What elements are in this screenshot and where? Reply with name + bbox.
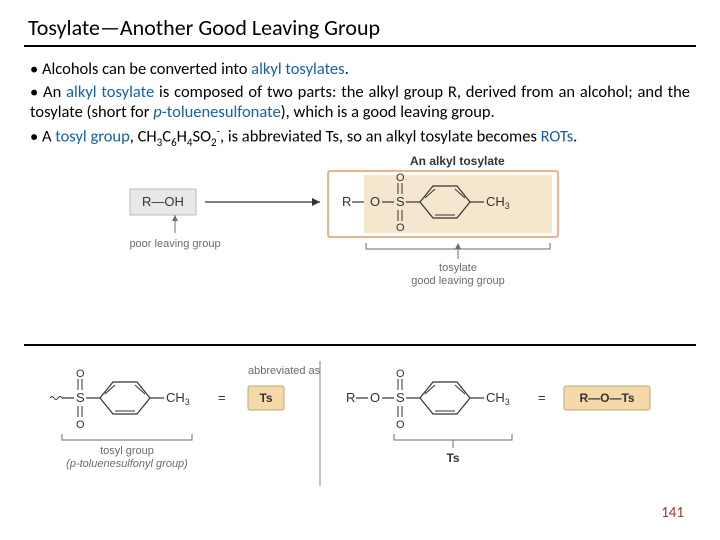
abbrev-label: abbreviated as	[248, 365, 321, 377]
bullet-3: • A tosyl group, CH3C6H4SO2-, is abbrevi…	[30, 125, 690, 150]
b3-mid2: C	[162, 126, 171, 146]
ch3-left: CH3	[166, 390, 190, 407]
tosylate-beige	[364, 175, 552, 233]
b3-blue2: ROTs	[541, 126, 574, 146]
title-underline	[24, 45, 696, 47]
ptol-label: (p-toluenesulfonyl group)	[66, 458, 188, 470]
good-leaving-label: good leaving group	[411, 275, 505, 287]
b3-mid4: SO	[193, 126, 212, 146]
bullet-list: • Alcohols can be converted into alkyl t…	[0, 55, 720, 149]
r-left: R	[342, 194, 351, 209]
o-down-right: O	[396, 419, 405, 431]
s-atom: S	[396, 194, 405, 209]
s-left: S	[76, 390, 85, 405]
s-right: S	[396, 390, 405, 405]
section-divider	[24, 344, 696, 346]
eq-left: =	[218, 390, 226, 405]
page-title: Tosylate—Another Good Leaving Group	[0, 0, 720, 45]
eq-right: =	[538, 390, 546, 405]
tosyl-group-label: tosyl group	[100, 445, 154, 457]
b3-post: .	[573, 126, 577, 146]
benzene-right	[420, 382, 470, 414]
b3-mid3: H	[177, 126, 187, 146]
r-right: R	[346, 390, 355, 405]
bottom-diagram: S O O CH3 tosyl group (p-toluenesulfonyl…	[0, 356, 720, 516]
b2-post: ), which is a good leaving group.	[281, 102, 495, 122]
benzene-left	[100, 382, 150, 414]
roh-pointer-head	[172, 215, 178, 221]
o-up-left: O	[76, 368, 85, 380]
b1-post: .	[345, 59, 349, 79]
o-up: O	[396, 172, 405, 184]
bullet-1: • Alcohols can be converted into alkyl t…	[30, 59, 690, 80]
b2-pre: • An	[30, 82, 66, 102]
b3-blue1: tosyl group	[55, 126, 130, 146]
ts-bracket-label: Ts	[446, 451, 459, 465]
o-down: O	[396, 222, 405, 234]
b2-blue2: -toluenesulfonate	[162, 102, 281, 122]
o-right: O	[370, 390, 380, 405]
roh-text: R—OH	[142, 194, 184, 209]
b3-pre: • A	[30, 126, 55, 146]
page-number: 141	[661, 504, 684, 522]
tosylate-label: tosylate	[439, 262, 477, 274]
b1-blue: alkyl tosylates	[251, 59, 344, 79]
o-down-left: O	[76, 419, 85, 431]
b1-pre: • Alcohols can be converted into	[30, 59, 251, 79]
squiggle-icon	[50, 397, 62, 400]
top-diagram: An alkyl tosylate R—OH poor leaving grou…	[0, 153, 720, 313]
o-up-right: O	[396, 368, 405, 380]
o-link: O	[370, 194, 380, 209]
b2-blue1: alkyl tosylate	[66, 82, 159, 102]
b3-mid: , CH	[130, 126, 157, 146]
ch3-right: CH3	[486, 390, 510, 407]
bullet-2: • An alkyl tosylate is composed of two p…	[30, 82, 690, 123]
b3-mid5: , is abbreviated Ts, so an alkyl tosylat…	[220, 126, 541, 146]
alkyl-tosylate-caption: An alkyl tosylate	[410, 154, 505, 168]
b2-ital: p	[153, 102, 161, 122]
reaction-arrow-head	[312, 198, 320, 206]
ts-label-left: Ts	[259, 391, 272, 405]
poor-leaving-label: poor leaving group	[129, 238, 220, 250]
rots-label: R—O—Ts	[579, 391, 634, 405]
